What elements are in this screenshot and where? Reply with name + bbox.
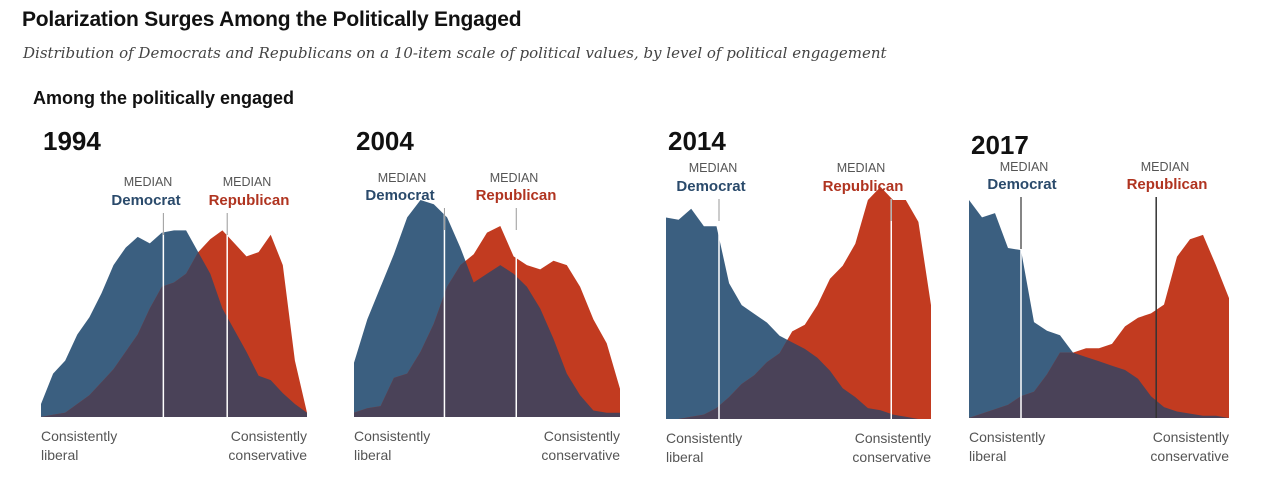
year-label-1994: 1994 bbox=[43, 126, 101, 156]
republican-label: Republican bbox=[823, 178, 904, 195]
axis-right-label-2: conservative bbox=[228, 447, 307, 463]
year-label-2004: 2004 bbox=[356, 126, 414, 156]
median-word-rep: MEDIAN bbox=[1141, 160, 1190, 174]
section-label: Among the politically engaged bbox=[33, 88, 295, 108]
republican-area-2014 bbox=[666, 186, 931, 419]
republican-label: Republican bbox=[476, 187, 557, 204]
axis-right-label-2: conservative bbox=[1150, 448, 1229, 464]
year-label-2017: 2017 bbox=[971, 130, 1029, 160]
republican-label: Republican bbox=[209, 192, 290, 209]
axis-right-label-2: conservative bbox=[852, 449, 931, 465]
panel-2014: 2014 MEDIAN Democrat MEDIAN Republican Consis… bbox=[666, 126, 931, 465]
axis-left-label: Consistently bbox=[969, 429, 1045, 445]
republican-area-2017 bbox=[969, 234, 1229, 418]
chart-subtitle: Distribution of Democrats and Republican… bbox=[23, 44, 887, 62]
axis-left-label: Consistently bbox=[666, 430, 742, 446]
axis-left-label: Consistently bbox=[41, 428, 117, 444]
median-word-rep: MEDIAN bbox=[223, 175, 272, 189]
axis-right-label: Consistently bbox=[544, 428, 620, 444]
median-word-dem: MEDIAN bbox=[1000, 160, 1049, 174]
axis-left-label-2: liberal bbox=[354, 447, 391, 463]
chart-title: Polarization Surges Among the Politicall… bbox=[22, 8, 522, 31]
democrat-area-2014 bbox=[666, 208, 931, 419]
axis-right-label-2: conservative bbox=[541, 447, 620, 463]
axis-left-label-2: liberal bbox=[969, 448, 1006, 464]
democrat-label: Democrat bbox=[111, 192, 180, 209]
panel-2004: 2004 MEDIAN Democrat MEDIAN Republican Consis… bbox=[354, 126, 620, 463]
republican-label: Republican bbox=[1127, 176, 1208, 193]
axis-left-label-2: liberal bbox=[41, 447, 78, 463]
axis-right-label: Consistently bbox=[855, 430, 931, 446]
median-word-dem: MEDIAN bbox=[689, 161, 738, 175]
axis-right-label: Consistently bbox=[231, 428, 307, 444]
panel-2017: 2017MEDIANDemocratMEDIANRepublicanConsis… bbox=[969, 130, 1229, 464]
median-word-rep: MEDIAN bbox=[490, 171, 539, 185]
median-word-dem: MEDIAN bbox=[378, 171, 427, 185]
democrat-label: Democrat bbox=[987, 176, 1056, 193]
median-word-dem: MEDIAN bbox=[124, 175, 173, 189]
axis-left-label-2: liberal bbox=[666, 449, 703, 465]
axis-right-label: Consistently bbox=[1153, 429, 1229, 445]
democrat-area-2017 bbox=[969, 200, 1229, 418]
democrat-label: Democrat bbox=[676, 178, 745, 195]
democrat-label: Democrat bbox=[365, 187, 434, 204]
year-label-2014: 2014 bbox=[668, 126, 726, 156]
median-word-rep: MEDIAN bbox=[837, 161, 886, 175]
axis-left-label: Consistently bbox=[354, 428, 430, 444]
panel-1994: 1994 MEDIAN Democrat MEDIAN Republican Consis… bbox=[41, 126, 307, 463]
